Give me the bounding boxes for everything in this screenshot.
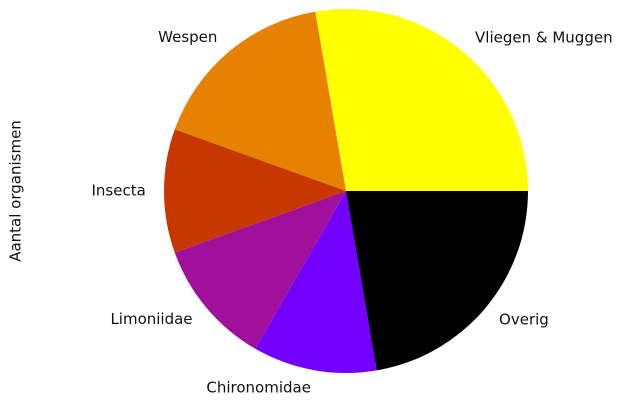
pie-slice [164,129,346,253]
pie-slice [174,11,346,191]
pie-slice [315,8,528,192]
pie-slice [255,191,377,373]
slice-label: Insecta [92,182,146,200]
slice-label: Overig [499,311,549,329]
slice-label: Wespen [158,28,217,46]
slice-label: Vliegen & Muggen [475,28,613,46]
pie-slice [346,191,528,371]
y-axis-label: Aantal organismen [7,120,25,262]
slice-label: Limoniidae [110,310,192,328]
pie-slice [174,191,346,349]
slice-label: Chironomidae [206,379,311,397]
